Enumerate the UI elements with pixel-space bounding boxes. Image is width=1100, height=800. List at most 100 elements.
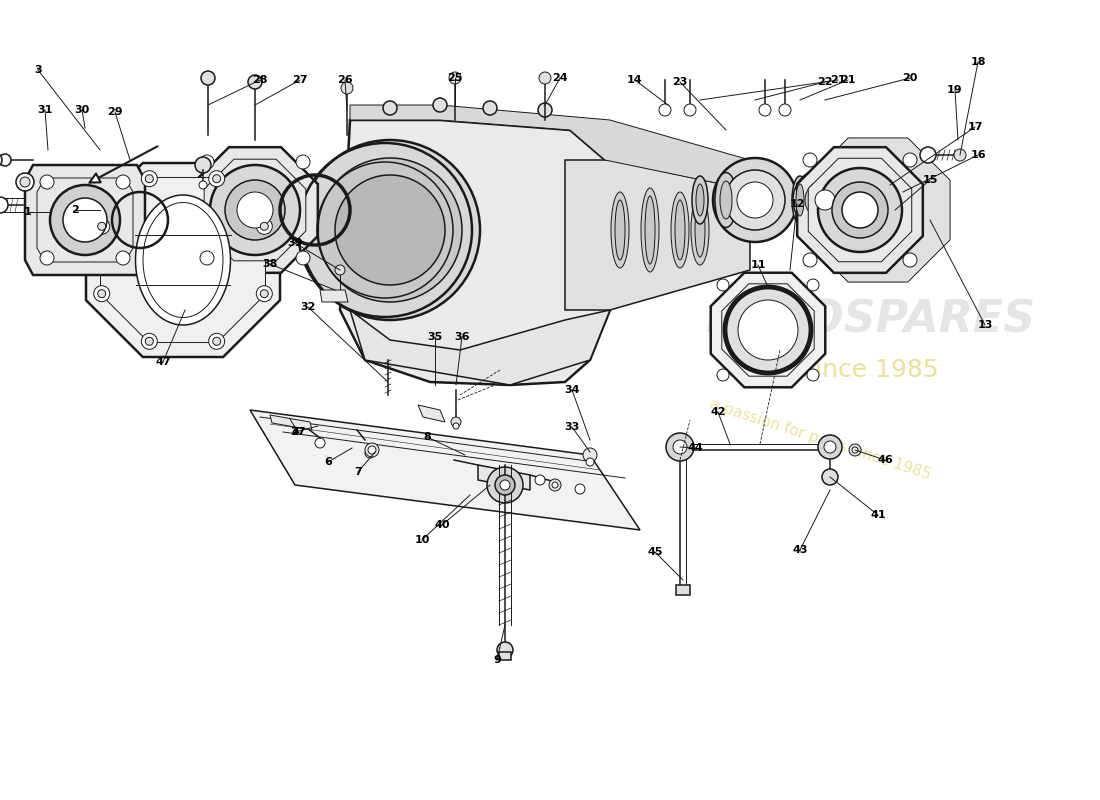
Circle shape [666, 433, 694, 461]
Text: a passion for parts since 1985: a passion for parts since 1985 [707, 397, 933, 483]
Text: 13: 13 [977, 320, 992, 330]
Circle shape [212, 338, 221, 346]
Circle shape [803, 153, 817, 167]
Polygon shape [565, 160, 750, 310]
Polygon shape [798, 147, 923, 273]
Ellipse shape [675, 200, 685, 260]
Circle shape [200, 251, 214, 265]
Circle shape [832, 182, 888, 238]
Text: 16: 16 [970, 150, 986, 160]
Polygon shape [340, 120, 610, 385]
Circle shape [552, 482, 558, 488]
Ellipse shape [796, 184, 804, 216]
Circle shape [200, 155, 214, 169]
Circle shape [903, 253, 917, 267]
Text: EUROSPARES: EUROSPARES [705, 298, 1035, 342]
Ellipse shape [615, 200, 625, 260]
Circle shape [336, 175, 446, 285]
Text: 45: 45 [647, 547, 662, 557]
Text: 22: 22 [817, 77, 833, 87]
Circle shape [20, 177, 30, 187]
Ellipse shape [143, 202, 223, 318]
Polygon shape [478, 465, 530, 490]
Text: 18: 18 [970, 57, 986, 67]
Circle shape [116, 251, 130, 265]
Text: 47: 47 [155, 357, 170, 367]
Text: 38: 38 [262, 259, 277, 269]
Circle shape [141, 334, 157, 350]
Circle shape [300, 140, 480, 320]
Circle shape [296, 155, 310, 169]
Text: 6: 6 [324, 457, 332, 467]
Text: 41: 41 [870, 510, 886, 520]
Circle shape [341, 82, 353, 94]
Ellipse shape [720, 181, 732, 219]
Text: 1: 1 [24, 207, 32, 217]
Circle shape [16, 173, 34, 191]
Text: 7: 7 [354, 467, 362, 477]
Circle shape [824, 441, 836, 453]
Circle shape [805, 180, 845, 220]
Circle shape [793, 168, 857, 232]
Circle shape [779, 104, 791, 116]
Circle shape [451, 417, 461, 427]
Polygon shape [25, 165, 145, 275]
Circle shape [842, 192, 878, 228]
Text: 23: 23 [672, 77, 688, 87]
Text: 44: 44 [688, 443, 703, 453]
Text: 21: 21 [830, 75, 846, 85]
Circle shape [725, 170, 785, 230]
Text: since 1985: since 1985 [802, 358, 938, 382]
Circle shape [199, 181, 207, 189]
Text: 3: 3 [34, 65, 42, 75]
Circle shape [920, 147, 936, 163]
Circle shape [209, 170, 224, 186]
Polygon shape [350, 105, 750, 190]
Circle shape [818, 168, 902, 252]
Circle shape [94, 286, 110, 302]
Circle shape [209, 334, 224, 350]
Circle shape [726, 288, 810, 372]
Circle shape [40, 175, 54, 189]
Text: 36: 36 [454, 332, 470, 342]
Text: 37: 37 [290, 427, 306, 437]
Bar [499, 652, 512, 660]
Text: 20: 20 [902, 73, 917, 83]
Circle shape [433, 98, 447, 112]
Polygon shape [100, 178, 265, 342]
Circle shape [803, 253, 817, 267]
Circle shape [141, 170, 157, 186]
Circle shape [500, 480, 510, 490]
Text: 32: 32 [300, 302, 316, 312]
Circle shape [659, 104, 671, 116]
Polygon shape [270, 415, 312, 430]
Circle shape [116, 175, 130, 189]
Circle shape [497, 642, 513, 658]
Ellipse shape [792, 176, 808, 224]
Circle shape [538, 103, 552, 117]
Circle shape [954, 149, 966, 161]
Ellipse shape [135, 195, 231, 325]
Circle shape [737, 182, 773, 218]
Text: 14: 14 [627, 75, 642, 85]
Circle shape [807, 369, 820, 381]
Circle shape [717, 369, 729, 381]
Circle shape [583, 448, 597, 462]
Circle shape [210, 165, 300, 255]
Ellipse shape [692, 176, 708, 224]
Text: 17: 17 [967, 122, 982, 132]
Circle shape [226, 180, 285, 240]
Ellipse shape [715, 173, 737, 227]
Polygon shape [192, 147, 318, 273]
Circle shape [0, 153, 2, 167]
Circle shape [684, 104, 696, 116]
Polygon shape [722, 284, 814, 376]
Text: 29: 29 [107, 107, 123, 117]
Circle shape [368, 446, 376, 454]
Circle shape [717, 279, 729, 291]
Circle shape [738, 300, 798, 360]
Circle shape [815, 190, 835, 210]
Circle shape [549, 479, 561, 491]
Text: 35: 35 [428, 332, 442, 342]
Text: 42: 42 [711, 407, 726, 417]
